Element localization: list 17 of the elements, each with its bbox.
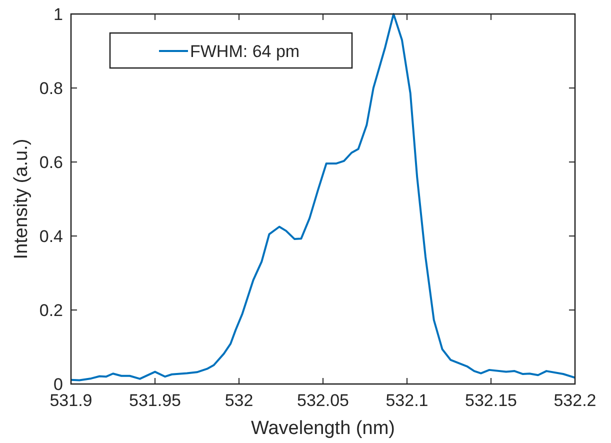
x-tick-label: 532.05 <box>297 391 349 410</box>
line-series <box>71 13 575 382</box>
y-tick-label: 0.8 <box>39 79 63 98</box>
x-tick-label: 531.9 <box>50 391 92 410</box>
y-tick-label: 0.6 <box>39 153 63 172</box>
y-tick-label: 0.4 <box>39 227 63 246</box>
x-tick-label: 532.1 <box>386 391 428 410</box>
y-tick-label: 0.2 <box>39 301 63 320</box>
x-tick-label: 532.15 <box>465 391 517 410</box>
x-tick-label: 532 <box>224 391 254 410</box>
y-tick-label: 1 <box>54 5 63 24</box>
legend-label: FWHM: 64 pm <box>190 42 300 61</box>
x-axis-title: Wavelength (nm) <box>251 418 395 439</box>
x-tick-label: 532.2 <box>554 391 596 410</box>
y-tick-label: 0 <box>54 375 63 394</box>
x-tick-label: 531.95 <box>129 391 181 410</box>
y-axis-title: Intensity (a.u.) <box>11 138 32 260</box>
